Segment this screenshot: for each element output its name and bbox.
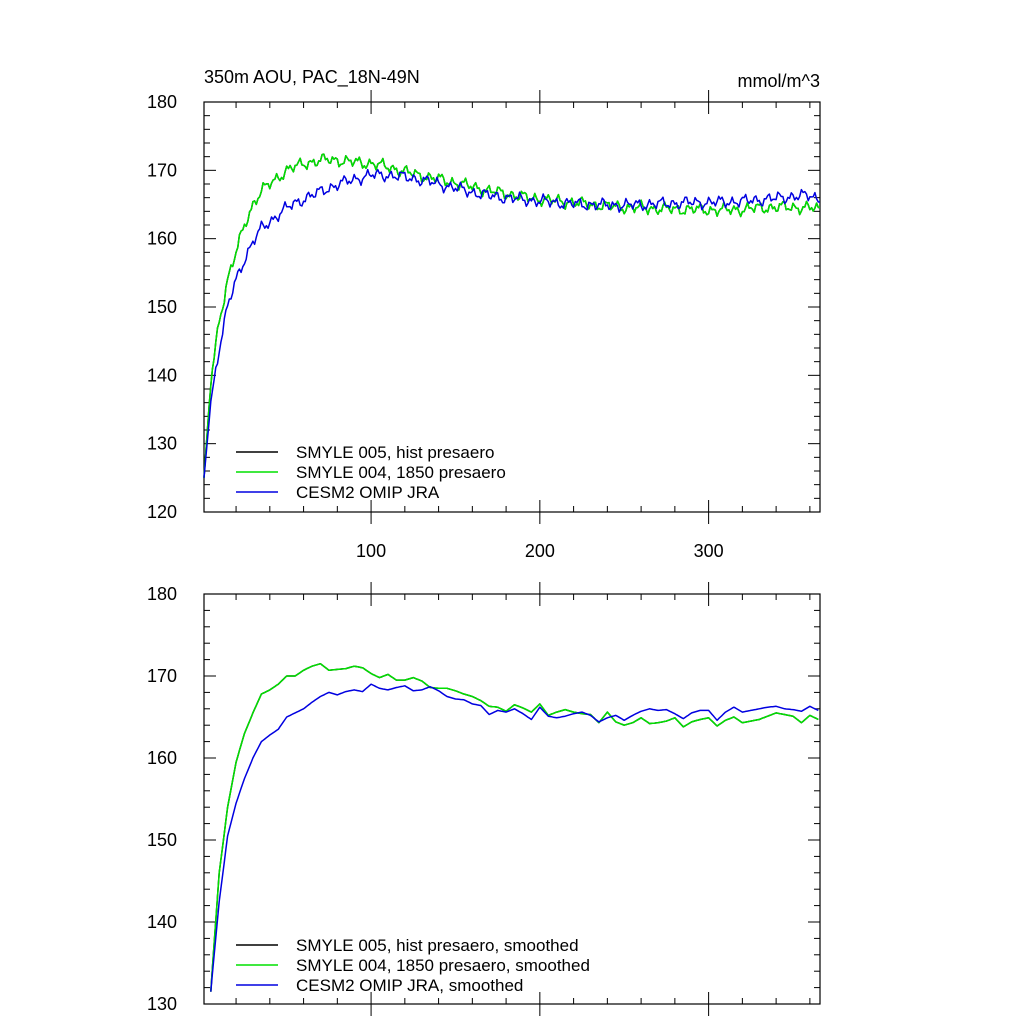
x-tick-label: 200 <box>525 541 555 561</box>
chart-title: 350m AOU, PAC_18N-49N <box>204 67 420 88</box>
series-line <box>210 662 819 992</box>
y-tick-label: 150 <box>147 830 177 850</box>
legend-label: SMYLE 005, hist presaero, smoothed <box>296 936 579 955</box>
y-tick-label: 170 <box>147 160 177 180</box>
chart-panel-bottom: 130 140 150 160 170 180 SMYLE 005, hist presae… <box>147 582 821 1016</box>
y-tick-label: 160 <box>147 229 177 249</box>
series-line <box>203 153 821 478</box>
plot-frame <box>203 593 821 1005</box>
series-line <box>203 168 820 478</box>
units-label: mmol/m^3 <box>738 71 820 91</box>
x-tick-label: 100 <box>356 541 386 561</box>
x-tick-label: 300 <box>694 541 724 561</box>
y-tick-label: 180 <box>147 92 177 112</box>
legend-label: SMYLE 004, 1850 presaero <box>296 463 506 482</box>
y-tick-label: 120 <box>147 502 177 522</box>
y-tick-label: 140 <box>147 912 177 932</box>
y-tick-label: 150 <box>147 297 177 317</box>
legend-label: CESM2 OMIP JRA, smoothed <box>296 976 523 995</box>
chart-panel-top: 350m AOU, PAC_18N-49N mmol/m^3 120 130 140… <box>147 67 821 561</box>
y-tick-label: 160 <box>147 748 177 768</box>
y-tick-label: 180 <box>147 584 177 604</box>
legend-label: SMYLE 004, 1850 presaero, smoothed <box>296 956 590 975</box>
legend-label: SMYLE 005, hist presaero <box>296 443 494 462</box>
y-tick-label: 130 <box>147 994 177 1014</box>
y-tick-label: 130 <box>147 434 177 454</box>
series-line <box>210 683 819 992</box>
legend-label: CESM2 OMIP JRA <box>296 483 440 502</box>
y-tick-label: 140 <box>147 365 177 385</box>
series-line <box>203 153 821 478</box>
y-tick-label: 170 <box>147 666 177 686</box>
